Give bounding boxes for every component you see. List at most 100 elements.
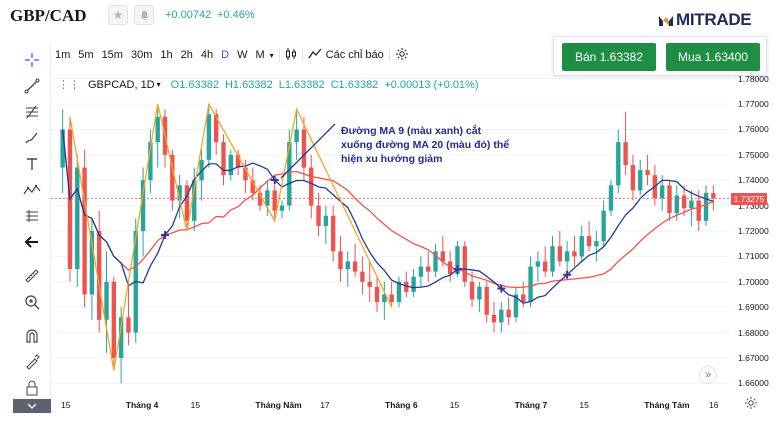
price-label: 1.71000	[738, 251, 769, 262]
price-label: 1.75000	[738, 149, 769, 160]
change-pct: +0.46%	[217, 9, 255, 21]
timeframe-30m[interactable]: 30m	[130, 49, 153, 61]
pattern-icon[interactable]	[22, 180, 42, 200]
timeframe-15m[interactable]: 15m	[101, 49, 123, 61]
trend-line-icon[interactable]	[22, 76, 42, 96]
timeframe-w[interactable]: W	[237, 49, 248, 61]
magnet-icon[interactable]	[22, 326, 42, 346]
candle-down	[257, 192, 263, 206]
current-price-tag: 1.73275	[731, 192, 767, 205]
candlestick-icon[interactable]	[285, 47, 297, 64]
candle-down	[630, 165, 636, 191]
zigzag-line	[69, 102, 393, 371]
price-label: 1.74000	[738, 175, 769, 186]
sell-button[interactable]: Bán 1.63382	[562, 43, 656, 71]
candle-up	[148, 142, 153, 181]
candle-down	[389, 294, 394, 303]
candle-down	[82, 167, 87, 295]
indicators-button[interactable]: Các chỉ báo	[325, 49, 384, 61]
candle-down	[667, 185, 672, 214]
candle-down	[440, 251, 446, 262]
candle-up	[199, 159, 204, 181]
candle-down	[623, 142, 628, 165]
legend-close: C1.63382	[330, 78, 379, 91]
timeframe-5m[interactable]: 5m	[78, 49, 94, 61]
candle-down	[330, 215, 336, 252]
candle-up	[382, 294, 387, 303]
ma9-line	[62, 129, 714, 304]
chart-toolbar: 1m 5m 15m 30m 1h 2h 4h D W M ▾ Các chỉ b…	[51, 44, 451, 66]
candle-down	[126, 317, 131, 333]
candle-up	[477, 286, 482, 300]
candle-up	[206, 114, 212, 160]
candle-up	[564, 251, 570, 262]
buy-button[interactable]: Mua 1.63400	[666, 43, 760, 71]
chevron-down-icon[interactable]: ▾	[269, 50, 274, 60]
candle-up	[433, 251, 438, 272]
candle-up	[455, 246, 460, 275]
indicators-icon[interactable]	[308, 48, 322, 63]
header-bar: GBP/CAD ★ +0.00742 +0.46% MITRADE	[0, 0, 780, 34]
legend-menu-icon[interactable]: ⋮⋮	[58, 79, 80, 91]
zoom-in-icon[interactable]	[22, 292, 42, 312]
candle-up	[418, 266, 424, 277]
candle-up	[594, 241, 599, 247]
legend-low: L1.63382	[278, 78, 325, 91]
candle-up	[579, 236, 584, 257]
timeframe-1h[interactable]: 1h	[160, 49, 173, 61]
lock-icon[interactable]	[22, 378, 42, 398]
candle-down	[301, 129, 307, 168]
back-arrow-icon[interactable]	[22, 232, 42, 252]
time-label: Tháng Tám	[644, 400, 690, 410]
brand-name: MITRADE	[676, 10, 752, 29]
ruler-icon[interactable]	[22, 266, 42, 286]
candle-down	[316, 205, 321, 226]
candle-down	[184, 185, 190, 221]
price-scale[interactable]: 1.78000 1.77000 1.76000 1.75000 1.74000 1.730…	[730, 66, 774, 396]
candle-down	[586, 236, 592, 247]
timeframe-4h[interactable]: 4h	[200, 49, 214, 61]
candle-up	[528, 266, 533, 303]
candle-down	[484, 286, 489, 315]
gear-icon[interactable]	[395, 47, 409, 64]
candle-up	[60, 129, 65, 168]
candle-down	[521, 294, 526, 303]
candle-up	[411, 276, 416, 292]
candle-up	[659, 185, 665, 198]
chart-settings-icon[interactable]	[744, 396, 758, 410]
lock-draw-icon[interactable]	[22, 352, 42, 372]
crosshair-icon[interactable]	[22, 50, 42, 70]
bell-icon[interactable]	[134, 5, 154, 25]
brush-icon[interactable]	[22, 128, 42, 148]
chart-grid	[51, 78, 729, 384]
candle-down	[111, 281, 117, 358]
candle-down	[711, 192, 716, 198]
timeframe-m[interactable]: M	[255, 49, 265, 61]
fib-icon[interactable]	[22, 102, 42, 122]
candle-up	[192, 180, 197, 221]
collapse-tools-button[interactable]	[13, 399, 51, 413]
candle-down	[250, 180, 255, 193]
measure-icon[interactable]	[22, 206, 42, 226]
annotation-arrow	[280, 123, 336, 179]
scroll-to-latest-button[interactable]: »	[699, 366, 717, 384]
timeframe-2h[interactable]: 2h	[180, 49, 193, 61]
text-icon[interactable]	[22, 154, 42, 174]
price-label: 1.77000	[738, 99, 769, 110]
chevron-down-icon[interactable]: ▾	[156, 80, 161, 89]
time-label: Tháng 4	[125, 400, 159, 410]
timeframe-d[interactable]: D	[221, 49, 230, 61]
candle-up	[396, 281, 402, 303]
candle-up	[294, 129, 299, 143]
candle-down	[572, 251, 577, 257]
time-label: 15	[449, 400, 460, 410]
star-icon[interactable]: ★	[108, 5, 128, 25]
ma20-line	[62, 129, 714, 289]
candle-up	[550, 246, 555, 272]
time-axis[interactable]: 15 Tháng 4 15 Tháng Năm 17 Tháng 6 15 Tháng 7 15…	[51, 396, 729, 412]
candle-up	[689, 200, 694, 209]
price-chart[interactable]	[51, 66, 729, 396]
candle-down	[696, 200, 701, 221]
timeframe-1m[interactable]: 1m	[55, 49, 71, 61]
candle-up	[104, 281, 109, 320]
